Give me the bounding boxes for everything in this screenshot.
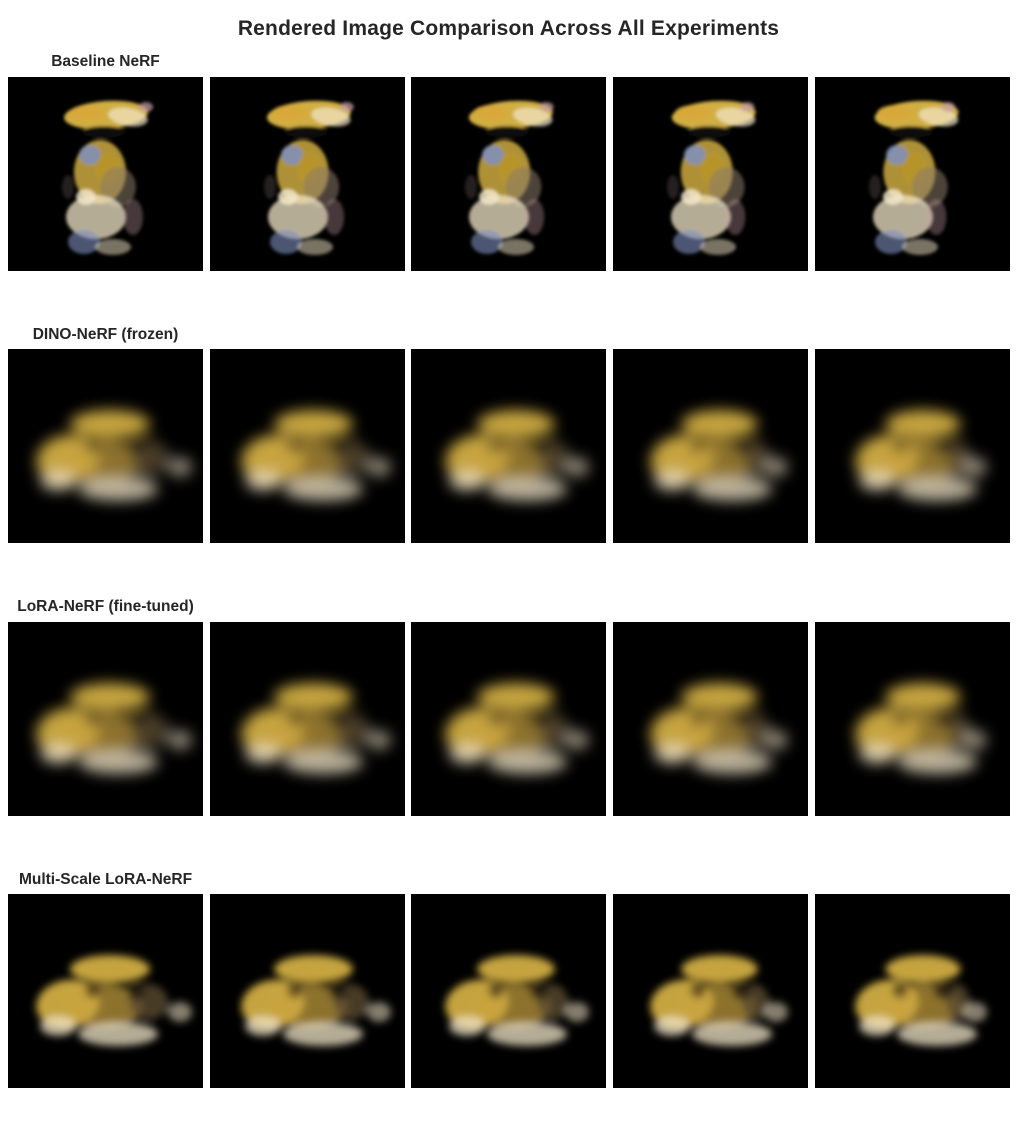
rendered-view-image xyxy=(815,77,1010,271)
render-panel-lora-3 xyxy=(411,622,606,816)
render-panel-lora-1 xyxy=(8,622,203,816)
render-panel-multiscale-3 xyxy=(411,894,606,1088)
render-panel-dino-4 xyxy=(613,349,808,543)
rendered-view-image xyxy=(411,622,606,816)
row-title-dino-nerf: DINO-NeRF (frozen) xyxy=(32,326,179,343)
rendered-view-image xyxy=(815,894,1010,1088)
rendered-view-image xyxy=(613,622,808,816)
rendered-view-image xyxy=(210,77,405,271)
render-panel-baseline-1 xyxy=(8,77,203,271)
render-panel-baseline-3 xyxy=(411,77,606,271)
rendered-view-image xyxy=(210,622,405,816)
rendered-view-image xyxy=(8,894,203,1088)
rendered-view-image xyxy=(613,349,808,543)
rendered-view-image xyxy=(8,622,203,816)
rendered-view-image xyxy=(210,894,405,1088)
render-panel-multiscale-1 xyxy=(8,894,203,1088)
render-panel-baseline-2 xyxy=(210,77,405,271)
row-title-lora-nerf: LoRA-NeRF (fine-tuned) xyxy=(17,598,194,615)
render-panel-lora-5 xyxy=(815,622,1010,816)
render-panel-dino-5 xyxy=(815,349,1010,543)
figure-title: Rendered Image Comparison Across All Exp… xyxy=(237,17,780,40)
render-panel-multiscale-2 xyxy=(210,894,405,1088)
rendered-view-image xyxy=(411,77,606,271)
row-title-baseline-nerf: Baseline NeRF xyxy=(51,53,160,70)
render-panel-baseline-5 xyxy=(815,77,1010,271)
rendered-view-image xyxy=(8,349,203,543)
rendered-view-image xyxy=(613,894,808,1088)
rendered-view-image xyxy=(815,349,1010,543)
render-panel-lora-2 xyxy=(210,622,405,816)
row-title-multiscale-lora-nerf: Multi-Scale LoRA-NeRF xyxy=(18,871,193,888)
rendered-view-image xyxy=(411,349,606,543)
render-panel-baseline-4 xyxy=(613,77,808,271)
render-panel-dino-2 xyxy=(210,349,405,543)
rendered-view-image xyxy=(815,622,1010,816)
rendered-view-image xyxy=(210,349,405,543)
rendered-view-image xyxy=(613,77,808,271)
rendered-view-image xyxy=(8,77,203,271)
render-panel-multiscale-5 xyxy=(815,894,1010,1088)
rendered-view-image xyxy=(411,894,606,1088)
render-panel-dino-3 xyxy=(411,349,606,543)
render-panel-dino-1 xyxy=(8,349,203,543)
render-panel-multiscale-4 xyxy=(613,894,808,1088)
render-panel-lora-4 xyxy=(613,622,808,816)
